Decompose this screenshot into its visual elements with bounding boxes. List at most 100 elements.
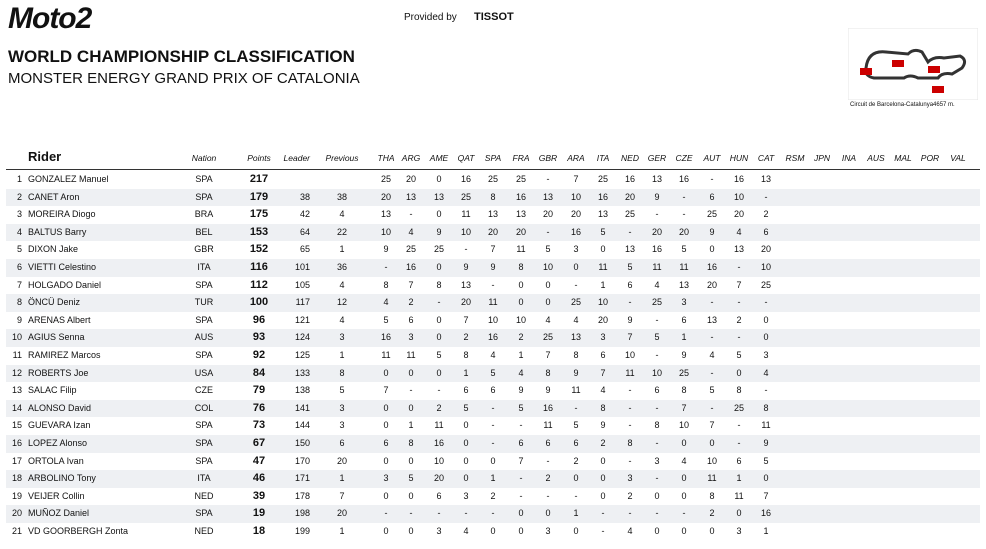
table-cell: 65 bbox=[299, 244, 310, 255]
table-cell: 10 bbox=[515, 314, 526, 325]
table-cell: 217 bbox=[249, 173, 269, 185]
table-cell: 0 bbox=[490, 526, 496, 536]
table-cell: - bbox=[409, 209, 413, 220]
table-cell: 6 bbox=[408, 314, 414, 325]
table-cell: - bbox=[628, 385, 632, 396]
table-cell: 1 bbox=[16, 174, 22, 184]
table-cell: 2 bbox=[463, 332, 469, 343]
table-cell: 4 bbox=[339, 314, 345, 325]
column-header: AUT bbox=[703, 153, 721, 163]
column-header: Points bbox=[247, 153, 271, 163]
table-cell: 4 bbox=[709, 350, 715, 360]
row-band bbox=[6, 188, 980, 207]
table-cell: 25 bbox=[380, 174, 391, 184]
table-cell: 13 bbox=[542, 191, 553, 202]
table-cell: 1 bbox=[600, 279, 606, 290]
table-cell: CZE bbox=[195, 385, 213, 396]
table-cell: 11 bbox=[598, 262, 608, 272]
table-cell: 0 bbox=[600, 473, 606, 484]
table-cell: ORTOLA Ivan bbox=[28, 455, 84, 466]
table-cell: 8 bbox=[545, 367, 551, 378]
table-cell: 25 bbox=[706, 209, 717, 220]
table-cell: 25 bbox=[760, 279, 771, 290]
table-cell: 8 bbox=[709, 490, 715, 501]
table-cell: 13 bbox=[405, 191, 416, 202]
table-cell: 0 bbox=[383, 367, 389, 378]
table-cell: 8 bbox=[736, 385, 742, 396]
table-cell: 6 bbox=[709, 191, 715, 202]
table-cell: 5 bbox=[573, 420, 579, 431]
table-cell: 117 bbox=[295, 297, 310, 308]
table-cell: 6 bbox=[436, 490, 442, 501]
table-cell: - bbox=[491, 438, 495, 448]
table-cell: 0 bbox=[463, 420, 469, 431]
table-cell: 179 bbox=[249, 190, 269, 203]
table-cell: 7 bbox=[545, 350, 551, 360]
table-cell: 0 bbox=[463, 473, 469, 484]
table-cell: 9 bbox=[763, 438, 769, 448]
table-cell: 171 bbox=[294, 473, 310, 484]
table-cell: 3 bbox=[573, 244, 579, 255]
table-cell: 141 bbox=[294, 402, 310, 413]
table-cell: 12 bbox=[11, 367, 22, 378]
table-cell: 10 bbox=[11, 332, 22, 343]
table-cell: 4 bbox=[490, 350, 496, 360]
table-cell: 16 bbox=[733, 174, 744, 184]
table-cell: - bbox=[546, 490, 550, 501]
row-band bbox=[6, 294, 980, 312]
table-cell: 5 bbox=[654, 332, 660, 343]
table-cell: 124 bbox=[294, 332, 310, 343]
table-cell: 10 bbox=[570, 191, 581, 202]
table-cell: - bbox=[628, 420, 632, 431]
table-cell: 10 bbox=[706, 455, 717, 466]
table-cell: MUÑOZ Daniel bbox=[28, 508, 90, 519]
table-cell: 0 bbox=[383, 490, 389, 501]
table-cell: 25 bbox=[542, 332, 553, 343]
table-cell: 17 bbox=[11, 455, 22, 466]
table-cell: SPA bbox=[195, 174, 213, 184]
table-cell: - bbox=[737, 262, 741, 272]
table-cell: 3 bbox=[600, 332, 606, 343]
table-cell: 4 bbox=[654, 279, 660, 290]
table-cell: 0 bbox=[709, 438, 715, 448]
table-cell: 1 bbox=[763, 526, 769, 536]
table-cell: 8 bbox=[763, 402, 769, 413]
table-cell: 0 bbox=[573, 526, 579, 536]
table-cell: - bbox=[710, 174, 714, 184]
table-cell: 25 bbox=[487, 174, 498, 184]
table-cell: 2 bbox=[573, 455, 579, 466]
classification-table: Rider Nation Points Leader Previous THA ARG AME… bbox=[0, 147, 986, 549]
table-cell: - bbox=[737, 297, 741, 308]
column-header: Nation bbox=[191, 153, 217, 163]
table-cell: 11 bbox=[488, 297, 498, 308]
table-cell: 6 bbox=[463, 385, 469, 396]
table-cell: 3 bbox=[339, 402, 345, 413]
table-cell: 5 bbox=[436, 350, 442, 360]
table-cell: 3 bbox=[383, 473, 389, 484]
table-cell: 5 bbox=[600, 226, 606, 237]
table-cell: - bbox=[710, 402, 714, 413]
table-cell: 8 bbox=[408, 438, 414, 448]
table-cell: 4 bbox=[339, 209, 345, 220]
table-cell: 4 bbox=[463, 526, 469, 536]
table-cell: 0 bbox=[681, 490, 687, 501]
table-cell: 8 bbox=[490, 191, 496, 202]
table-cell: 15 bbox=[11, 420, 22, 431]
table-cell: 93 bbox=[252, 331, 266, 344]
table-cell: 25 bbox=[460, 191, 471, 202]
table-cell: 9 bbox=[436, 226, 442, 237]
table-cell: - bbox=[655, 314, 659, 325]
table-cell: - bbox=[546, 226, 550, 237]
table-cell: - bbox=[764, 297, 768, 308]
row-band bbox=[6, 470, 980, 488]
table-cell: 9 bbox=[463, 262, 469, 272]
column-header: ARG bbox=[401, 153, 421, 163]
table-cell: 0 bbox=[436, 367, 442, 378]
column-header: ITA bbox=[596, 153, 610, 163]
table-cell: 0 bbox=[545, 297, 551, 308]
table-cell: 25 bbox=[597, 174, 608, 184]
table-cell: 7 bbox=[763, 490, 769, 501]
table-cell: 8 bbox=[627, 438, 633, 448]
table-cell: 1 bbox=[339, 526, 345, 536]
table-cell: 5 bbox=[709, 385, 715, 396]
